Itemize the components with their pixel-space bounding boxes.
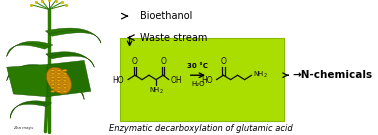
Text: OH: OH xyxy=(170,76,182,85)
Text: O: O xyxy=(132,57,138,66)
Ellipse shape xyxy=(63,76,67,78)
Text: H₂O: H₂O xyxy=(191,81,204,87)
Ellipse shape xyxy=(57,83,61,85)
Polygon shape xyxy=(7,41,53,56)
Text: 30 °C: 30 °C xyxy=(187,63,208,68)
Text: Waste stream: Waste stream xyxy=(139,33,207,43)
Polygon shape xyxy=(46,84,84,99)
Ellipse shape xyxy=(63,69,67,71)
Ellipse shape xyxy=(51,80,55,82)
Polygon shape xyxy=(46,52,94,67)
Bar xyxy=(121,38,284,121)
Ellipse shape xyxy=(46,67,71,94)
Ellipse shape xyxy=(51,83,55,85)
Ellipse shape xyxy=(57,87,61,89)
Polygon shape xyxy=(45,28,101,43)
Text: NH$_2$: NH$_2$ xyxy=(253,70,268,80)
Ellipse shape xyxy=(57,76,61,78)
Ellipse shape xyxy=(63,73,67,75)
Ellipse shape xyxy=(57,73,61,75)
Polygon shape xyxy=(47,60,91,97)
Text: Bioethanol: Bioethanol xyxy=(139,11,192,21)
Text: HO: HO xyxy=(201,77,212,85)
Text: NH$_2$: NH$_2$ xyxy=(149,86,164,96)
Ellipse shape xyxy=(57,80,61,82)
Ellipse shape xyxy=(51,73,55,75)
Ellipse shape xyxy=(63,90,67,92)
Text: O: O xyxy=(220,57,226,66)
Ellipse shape xyxy=(51,69,55,71)
Ellipse shape xyxy=(51,90,55,92)
Polygon shape xyxy=(7,65,47,97)
Ellipse shape xyxy=(63,80,67,82)
Polygon shape xyxy=(7,65,53,81)
Ellipse shape xyxy=(51,76,55,78)
Text: Zea mays: Zea mays xyxy=(14,126,34,130)
Ellipse shape xyxy=(51,87,55,89)
Text: HO: HO xyxy=(112,77,124,85)
Ellipse shape xyxy=(57,90,61,92)
Text: O: O xyxy=(160,57,166,66)
Text: →N-chemicals: →N-chemicals xyxy=(292,70,372,80)
Text: Enzymatic decarboxylation of glutamic acid: Enzymatic decarboxylation of glutamic ac… xyxy=(109,124,293,133)
Ellipse shape xyxy=(63,87,67,89)
Ellipse shape xyxy=(63,83,67,85)
Ellipse shape xyxy=(57,69,61,71)
Polygon shape xyxy=(10,101,51,118)
